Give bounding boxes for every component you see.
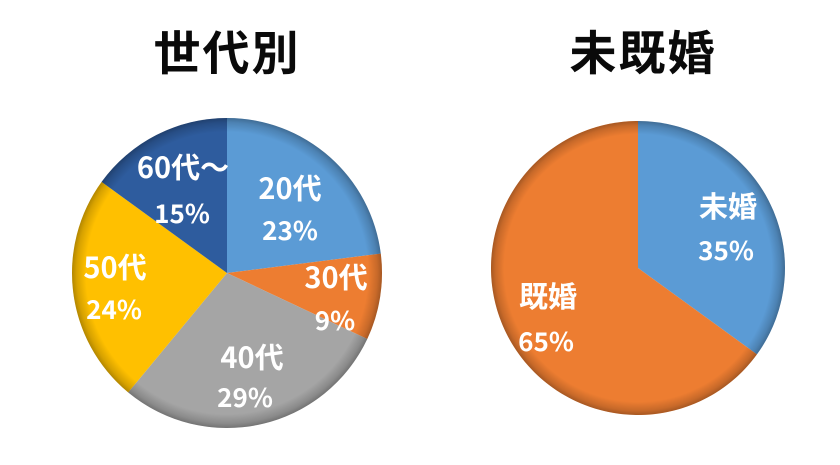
svg-text:60代〜: 60代〜 xyxy=(137,145,229,187)
svg-text:未婚: 未婚 xyxy=(699,184,757,226)
svg-text:50代: 50代 xyxy=(83,245,146,287)
svg-text:既婚: 既婚 xyxy=(519,274,577,316)
svg-text:30代: 30代 xyxy=(304,255,367,297)
svg-text:35%: 35% xyxy=(698,231,754,268)
svg-text:29%: 29% xyxy=(217,378,273,415)
svg-text:9%: 9% xyxy=(315,301,355,338)
svg-text:20代: 20代 xyxy=(258,166,321,208)
svg-text:24%: 24% xyxy=(86,290,142,327)
svg-text:40代: 40代 xyxy=(220,335,283,377)
svg-text:23%: 23% xyxy=(262,211,318,248)
svg-text:65%: 65% xyxy=(518,322,574,359)
svg-text:15%: 15% xyxy=(154,194,210,231)
